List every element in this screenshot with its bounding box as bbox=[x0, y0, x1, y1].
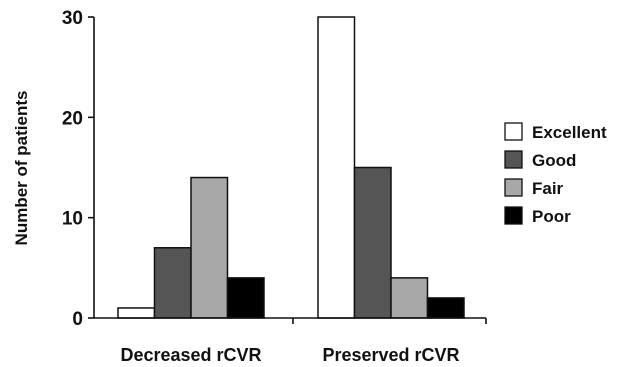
legend-swatch-good bbox=[504, 150, 523, 169]
legend-swatch-excellent bbox=[504, 122, 523, 141]
bar-excellent-0 bbox=[117, 307, 156, 319]
legend-label-good: Good bbox=[532, 151, 576, 170]
y-tick-label: 20 bbox=[62, 108, 83, 129]
y-axis-title: Number of patients bbox=[12, 91, 31, 246]
legend: Excellent Good Fair Poor bbox=[504, 122, 607, 226]
legend-label-excellent: Excellent bbox=[532, 123, 607, 142]
bar-excellent-1 bbox=[317, 16, 356, 319]
y-tick-label: 0 bbox=[72, 309, 83, 330]
legend-label-poor: Poor bbox=[532, 207, 571, 226]
bar-good-1 bbox=[353, 166, 392, 319]
y-tick-label: 10 bbox=[62, 209, 83, 230]
category-label: Preserved rCVR bbox=[322, 345, 459, 365]
y-tick-label: 30 bbox=[62, 8, 83, 29]
bar-poor-1 bbox=[426, 297, 465, 319]
bar-good-0 bbox=[153, 247, 192, 319]
axes bbox=[88, 16, 487, 324]
x-axis-labels: Decreased rCVR Preserved rCVR bbox=[120, 345, 459, 365]
bar-fair-0 bbox=[190, 176, 229, 319]
legend-swatch-fair bbox=[504, 178, 523, 197]
bars bbox=[117, 16, 465, 319]
bar-poor-0 bbox=[226, 277, 265, 319]
legend-label-fair: Fair bbox=[532, 179, 564, 198]
legend-swatch-poor bbox=[504, 206, 523, 225]
y-axis-ticks: 0 10 20 30 bbox=[62, 8, 83, 330]
bar-fair-1 bbox=[390, 277, 429, 319]
category-label: Decreased rCVR bbox=[120, 345, 261, 365]
